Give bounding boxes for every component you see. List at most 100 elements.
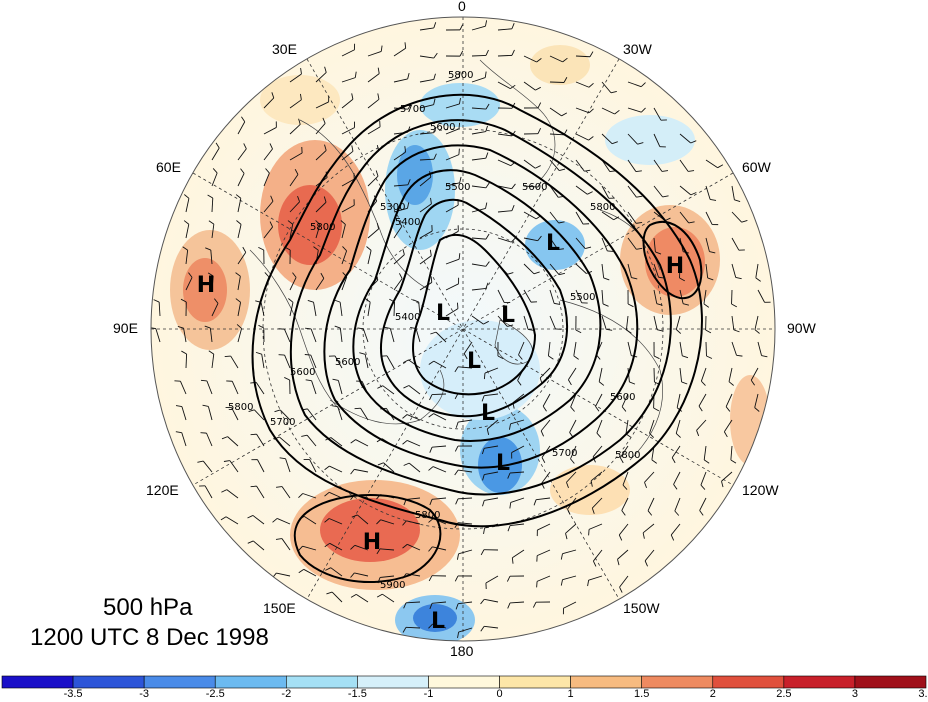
wind-barb-flag xyxy=(403,602,407,609)
wind-barb xyxy=(679,133,692,144)
wind-barb xyxy=(458,419,473,423)
wind-barb xyxy=(549,315,556,330)
wind-barb xyxy=(497,159,511,167)
wind-barb xyxy=(445,258,460,265)
wind-barb-flag xyxy=(334,325,341,329)
high-pressure-marker: H xyxy=(197,273,215,298)
wind-barb-flag xyxy=(511,237,516,243)
wind-barb xyxy=(330,437,343,447)
wind-barb xyxy=(625,315,629,330)
wind-barb xyxy=(653,237,656,252)
wind-barb xyxy=(185,353,188,369)
wind-barb xyxy=(621,497,629,511)
wind-barb xyxy=(596,419,603,434)
wind-barb-flag xyxy=(511,49,515,56)
wind-barb-flag xyxy=(402,440,408,445)
wind-barb-flag xyxy=(208,350,215,355)
wind-barb-flag xyxy=(454,366,459,373)
wind-barb-flag xyxy=(350,469,355,475)
wind-barb xyxy=(539,367,551,379)
wind-barb xyxy=(497,54,513,57)
wind-barb xyxy=(419,132,434,135)
wind-barb xyxy=(642,523,655,534)
wind-barb xyxy=(207,406,213,421)
wind-barb-flag xyxy=(536,58,542,63)
colorbar-tick-label: -2 xyxy=(281,688,292,700)
wind-barb-flag xyxy=(671,457,676,464)
wind-barb xyxy=(598,367,603,382)
wind-barb-flag xyxy=(457,631,460,639)
wind-barb xyxy=(536,497,551,501)
wind-barb-flag xyxy=(651,459,658,464)
contour-label: 5700 xyxy=(400,104,425,115)
wind-barb xyxy=(458,601,473,605)
wind-barb xyxy=(415,328,421,343)
wind-barb xyxy=(231,381,239,395)
wind-barb xyxy=(276,518,291,525)
wind-barb-flag xyxy=(754,329,760,334)
wind-barb xyxy=(670,523,681,536)
wind-barb xyxy=(731,341,737,356)
wind-barb xyxy=(355,439,369,447)
contour-label: 5400 xyxy=(395,217,420,228)
lon-label-0: 0 xyxy=(458,0,466,14)
wind-barb xyxy=(181,406,187,421)
wind-barb-flag xyxy=(455,498,459,505)
wind-barb-flag xyxy=(384,326,391,329)
wind-barb-flag xyxy=(326,591,333,595)
wind-barb-flag xyxy=(455,421,459,428)
wind-barb-flag xyxy=(377,385,383,389)
wind-barb xyxy=(341,250,348,265)
wind-barb xyxy=(311,380,317,395)
wind-barb xyxy=(328,518,343,525)
wind-barb-flag xyxy=(482,474,485,481)
wind-barb-flag xyxy=(287,220,293,225)
wind-barb-flag xyxy=(755,277,761,282)
wind-barb-flag xyxy=(480,598,485,605)
wind-barb-flag xyxy=(342,246,347,252)
wind-barb xyxy=(380,519,395,525)
wind-barb xyxy=(458,366,473,369)
wind-barb-flag xyxy=(723,431,728,438)
wind-barb xyxy=(484,445,499,449)
wind-barb xyxy=(705,185,711,200)
wind-barb-flag xyxy=(235,194,242,199)
wind-barb-flag xyxy=(454,575,459,582)
wind-barb-flag xyxy=(323,196,327,203)
wind-barb-flag xyxy=(736,354,743,357)
wind-barb-flag xyxy=(403,462,410,466)
wind-barb-flag xyxy=(644,560,648,567)
contour-label: 5800 xyxy=(590,202,615,213)
wind-barb-flag xyxy=(567,508,571,515)
wind-barb xyxy=(237,276,241,291)
wind-barb xyxy=(497,289,505,303)
wind-barb-flag xyxy=(188,272,193,278)
wind-barb-flag xyxy=(656,329,664,332)
wind-barb-flag xyxy=(454,445,459,452)
wind-barb-flag xyxy=(207,272,214,277)
wind-barb-flag xyxy=(221,436,228,440)
wind-barb-flag xyxy=(540,430,544,437)
wind-barb xyxy=(158,301,161,317)
wind-barb-flag xyxy=(202,404,209,407)
colorbar-tick-label: -3 xyxy=(139,688,150,700)
wind-barb-flag xyxy=(331,405,338,408)
wind-barb xyxy=(289,201,300,213)
wind-barb xyxy=(432,445,447,448)
wind-barb-flag xyxy=(402,543,408,549)
wind-barb-flag xyxy=(255,351,262,355)
wind-barb xyxy=(237,328,243,343)
wind-barb-flag xyxy=(324,518,330,523)
contour-label: 5600 xyxy=(335,357,360,368)
wind-barb xyxy=(484,393,499,397)
wind-barb xyxy=(471,287,486,291)
contour-label: 5800 xyxy=(448,70,473,81)
colorbar-tick-label: 0 xyxy=(496,688,503,700)
wind-barb xyxy=(649,419,655,434)
wind-barb xyxy=(231,407,239,421)
wind-barb xyxy=(306,434,317,447)
wind-barb-flag xyxy=(300,93,302,100)
wind-barb-flag xyxy=(485,202,488,209)
wind-barb xyxy=(263,200,274,213)
lon-label-30w: 30W xyxy=(623,41,652,57)
